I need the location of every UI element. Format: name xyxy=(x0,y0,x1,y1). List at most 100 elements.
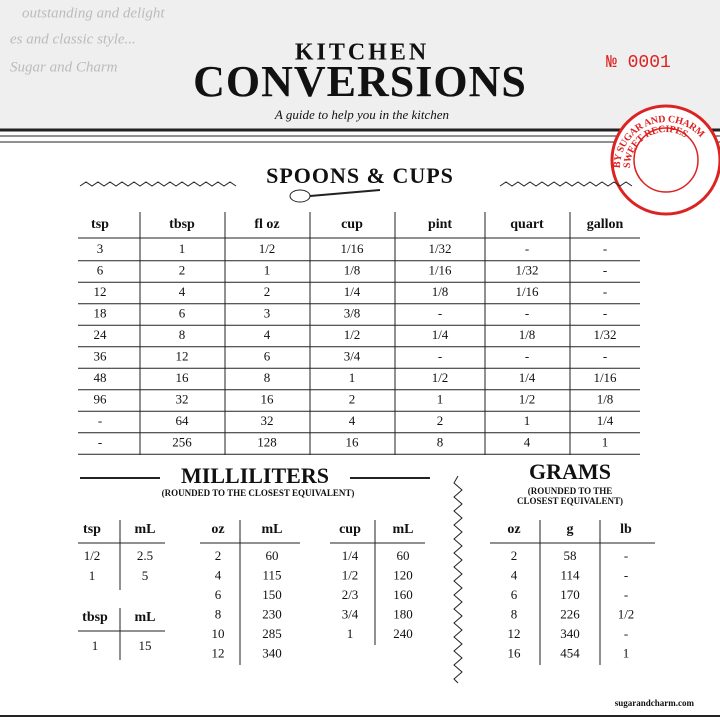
cell: 4 xyxy=(524,434,531,449)
column-header: fl oz xyxy=(254,217,279,232)
cell: 4 xyxy=(349,413,356,428)
cell: 230 xyxy=(262,606,282,621)
cell: 1/32 xyxy=(428,241,451,256)
section-title: MILLILITERS xyxy=(181,463,329,488)
cell: 3/4 xyxy=(344,348,361,363)
cell: 1/4 xyxy=(597,413,614,428)
cell: 4 xyxy=(264,327,271,342)
column-header: gallon xyxy=(587,217,624,232)
cell: 1/2 xyxy=(519,391,536,406)
ornament xyxy=(79,181,237,187)
cell: 1/32 xyxy=(515,262,538,277)
script-line: outstanding and delight xyxy=(22,5,165,21)
cell: 8 xyxy=(179,327,186,342)
cell: 4 xyxy=(511,567,518,582)
cell: 2.5 xyxy=(137,548,153,563)
cell: - xyxy=(525,241,529,256)
cell: 1 xyxy=(437,391,444,406)
cell: 12 xyxy=(94,284,107,299)
cell: 3/4 xyxy=(342,606,359,621)
divider xyxy=(453,475,463,684)
cell: - xyxy=(603,241,607,256)
cell: 6 xyxy=(179,305,186,320)
cell: 1/2 xyxy=(618,606,635,621)
section-title: SPOONS & CUPS xyxy=(266,163,454,188)
cell: 1/4 xyxy=(519,370,536,385)
footer: sugarandcharm.com xyxy=(615,698,695,708)
cell: 3/8 xyxy=(344,305,361,320)
cell: 340 xyxy=(560,626,580,641)
cell: 16 xyxy=(508,645,522,660)
cell: - xyxy=(624,587,628,602)
cell: - xyxy=(98,434,102,449)
cell: 1/8 xyxy=(344,262,361,277)
cell: 1/16 xyxy=(428,262,452,277)
cell: 1/16 xyxy=(340,241,364,256)
cell: 1/4 xyxy=(432,327,449,342)
cell: 1/4 xyxy=(344,284,361,299)
stamp-ring xyxy=(633,127,699,193)
cell: - xyxy=(438,305,442,320)
cell: 8 xyxy=(437,434,444,449)
cell: 6 xyxy=(264,348,271,363)
section-note: CLOSEST EQUIVALENT) xyxy=(517,496,623,506)
cell: 1 xyxy=(264,262,271,277)
cell: 1/8 xyxy=(519,327,536,342)
column-header: cup xyxy=(339,522,361,537)
column-header: tsp xyxy=(83,522,101,537)
section-note: (ROUNDED TO THE xyxy=(528,486,613,496)
column-header: lb xyxy=(620,522,632,537)
cell: 1/16 xyxy=(515,284,539,299)
column-header: quart xyxy=(510,217,544,232)
cell: 1/16 xyxy=(593,370,617,385)
column-header: tbsp xyxy=(82,610,108,625)
cell: 2 xyxy=(349,391,356,406)
cell: 58 xyxy=(564,548,577,563)
cell: 1/4 xyxy=(342,548,359,563)
cell: 60 xyxy=(397,548,410,563)
cell: 60 xyxy=(266,548,279,563)
cell: 1/2 xyxy=(344,327,361,342)
column-header: pint xyxy=(428,217,452,232)
cell: 18 xyxy=(94,305,107,320)
column-header: g xyxy=(567,522,574,537)
cell: 6 xyxy=(97,262,104,277)
spoon-icon xyxy=(309,189,381,197)
cell: - xyxy=(438,348,442,363)
header-band xyxy=(0,0,720,130)
cell: 114 xyxy=(560,567,580,582)
cell: 3 xyxy=(97,241,104,256)
cell: - xyxy=(603,348,607,363)
column-header: oz xyxy=(211,522,224,537)
cell: - xyxy=(98,413,102,428)
cell: - xyxy=(603,284,607,299)
cell: 1 xyxy=(347,626,354,641)
column-header: mL xyxy=(135,522,156,537)
cell: 120 xyxy=(393,567,413,582)
script-line: es and classic style... xyxy=(10,31,136,47)
cell: 32 xyxy=(176,391,189,406)
cell: 1 xyxy=(89,568,96,583)
cell: 1/2 xyxy=(84,548,101,563)
title: CONVERSIONS xyxy=(193,57,527,106)
cell: 180 xyxy=(393,606,413,621)
cell: 1 xyxy=(179,241,186,256)
cell: 96 xyxy=(94,391,108,406)
cell: 1 xyxy=(623,645,630,660)
cell: 150 xyxy=(262,587,282,602)
cell: 2/3 xyxy=(342,587,359,602)
cell: - xyxy=(624,548,628,563)
spoon-icon xyxy=(289,189,311,203)
cell: 2 xyxy=(511,548,518,563)
title-top: KITCHEN xyxy=(295,40,429,66)
stamp xyxy=(610,104,720,216)
serial-number: № 0001 xyxy=(606,53,671,73)
cell: 48 xyxy=(94,370,107,385)
cell: 6 xyxy=(215,587,222,602)
cell: 115 xyxy=(262,567,281,582)
cell: 226 xyxy=(560,606,580,621)
cell: 2 xyxy=(264,284,271,299)
cell: 1 xyxy=(92,638,99,653)
cell: 3 xyxy=(264,305,271,320)
